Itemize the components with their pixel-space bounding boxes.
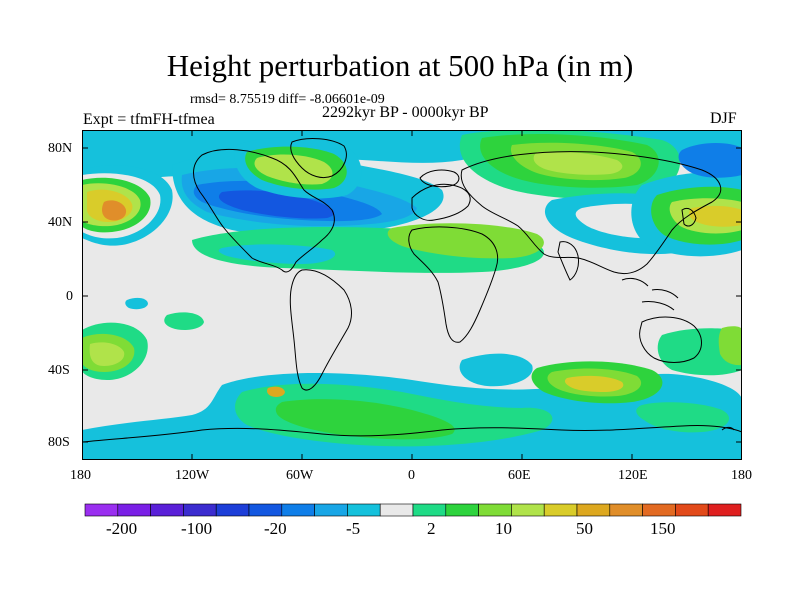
y-label-40n: 40N bbox=[48, 215, 73, 230]
colorbar-label: 2 bbox=[427, 519, 436, 538]
y-label-80n: 80N bbox=[48, 141, 73, 156]
plot-title: Height perturbation at 500 hPa (in m) bbox=[166, 48, 634, 83]
season-label: DJF bbox=[710, 110, 737, 127]
colorbar-label: -200 bbox=[106, 519, 138, 538]
colorbar-swatch bbox=[412, 503, 447, 517]
colorbar-label: 50 bbox=[576, 519, 593, 538]
colorbar-swatch bbox=[511, 503, 545, 517]
colorbar-swatch bbox=[379, 503, 414, 517]
x-label-120w: 120W bbox=[175, 468, 210, 483]
colorbar-swatch bbox=[248, 503, 283, 517]
colorbar-label: -100 bbox=[181, 519, 213, 538]
contour-field bbox=[82, 130, 742, 460]
colorbar-label: -20 bbox=[264, 519, 287, 538]
colorbar-swatch bbox=[347, 503, 381, 517]
colorbar-swatch bbox=[478, 503, 512, 517]
colorbar bbox=[84, 503, 742, 517]
y-label-0: 0 bbox=[66, 289, 73, 304]
colorbar-label: 150 bbox=[650, 519, 676, 538]
colorbar-swatch bbox=[281, 503, 315, 517]
axis-ticks bbox=[82, 130, 742, 460]
coastlines bbox=[82, 138, 742, 443]
x-label-60e: 60E bbox=[508, 468, 531, 483]
colorbar-swatch bbox=[314, 503, 348, 517]
colorbar-swatch bbox=[609, 503, 643, 517]
colorbar-swatch bbox=[642, 503, 676, 517]
colorbar-swatch bbox=[215, 503, 250, 517]
y-label-40s: 40S bbox=[48, 363, 70, 378]
colorbar-swatch bbox=[675, 503, 709, 517]
x-label-180w: 180 bbox=[70, 468, 91, 483]
colorbar-swatch bbox=[150, 503, 184, 517]
x-label-60w: 60W bbox=[286, 468, 314, 483]
colorbar-swatch bbox=[183, 503, 217, 517]
y-label-80s: 80S bbox=[48, 435, 70, 450]
stats-line: rmsd= 8.75519 diff= -8.06601e-09 bbox=[190, 92, 385, 107]
colorbar-swatch bbox=[84, 503, 119, 517]
colorbar-swatch bbox=[576, 503, 611, 517]
colorbar-swatch bbox=[707, 503, 742, 517]
colorbar-swatch bbox=[543, 503, 578, 517]
colorbar-label: 10 bbox=[495, 519, 512, 538]
map-plot bbox=[82, 130, 742, 460]
experiment-label: Expt = tfmFH-tfmea bbox=[83, 111, 215, 128]
colorbar-label: -5 bbox=[346, 519, 361, 538]
x-label-0: 0 bbox=[408, 468, 415, 483]
colorbar-swatch bbox=[117, 503, 151, 517]
x-label-180e: 180 bbox=[731, 468, 752, 483]
x-label-120e: 120E bbox=[618, 468, 648, 483]
colorbar-swatch bbox=[445, 503, 479, 517]
period-label: 2292kyr BP - 0000kyr BP bbox=[322, 104, 489, 121]
